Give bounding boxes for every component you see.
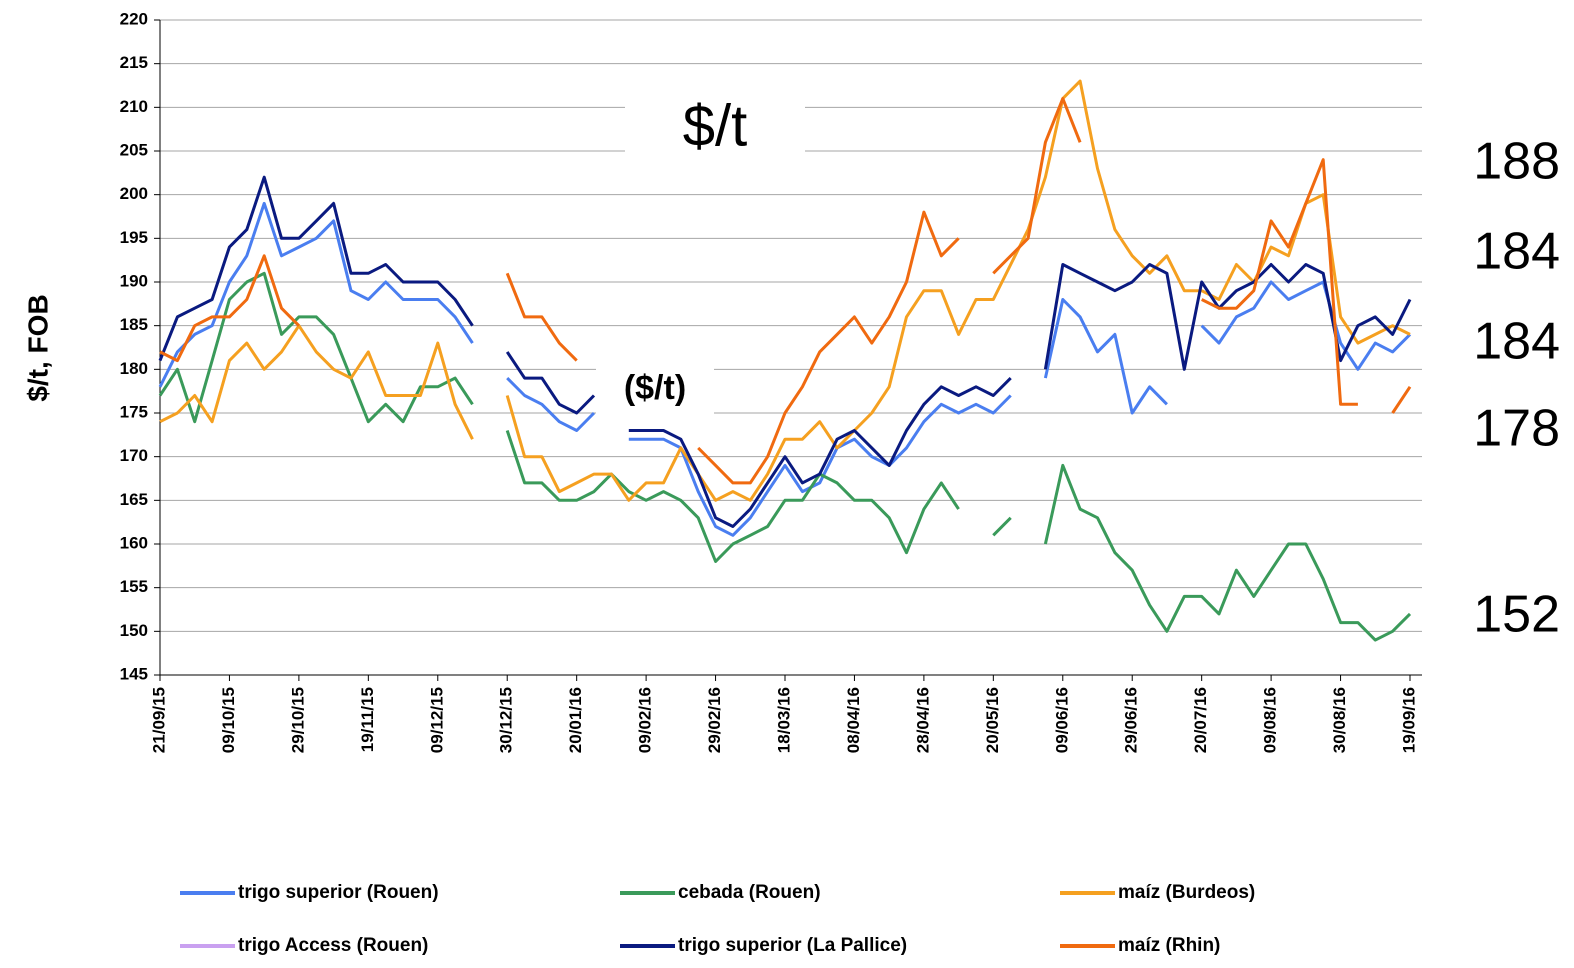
legend-label: trigo superior (Rouen)	[238, 882, 439, 903]
x-tick-label: 09/12/15	[427, 687, 446, 753]
annotation: ($/t)	[624, 369, 686, 407]
x-tick-label: 30/12/15	[497, 687, 516, 753]
y-tick-label: 155	[120, 577, 148, 596]
legend-label: cebada (Rouen)	[678, 882, 821, 903]
y-tick-label: 185	[120, 315, 148, 334]
end-label: 188	[1473, 133, 1560, 191]
x-tick-label: 20/05/16	[983, 687, 1002, 753]
y-axis-label: $/t, FOB	[22, 294, 53, 401]
x-tick-label: 29/06/16	[1122, 687, 1141, 753]
legend-label: maíz (Burdeos)	[1118, 882, 1255, 903]
series-line	[158, 175, 1412, 528]
end-label: 178	[1473, 400, 1560, 458]
y-tick-label: 195	[120, 228, 148, 247]
x-tick-label: 21/09/15	[149, 687, 168, 753]
series-line	[158, 271, 1412, 642]
series-line	[158, 201, 1412, 537]
legend-label: trigo superior (La Pallice)	[678, 935, 907, 956]
y-tick-label: 175	[120, 402, 148, 421]
y-tick-label: 160	[120, 533, 148, 552]
x-tick-label: 28/04/16	[913, 687, 932, 753]
end-label: 184	[1473, 313, 1560, 371]
x-tick-label: 20/07/16	[1191, 687, 1210, 753]
annotation: $/t	[683, 93, 748, 158]
x-tick-label: 08/04/16	[844, 687, 863, 753]
y-tick-label: 200	[120, 184, 148, 203]
y-tick-label: 220	[120, 9, 148, 28]
annotation-box	[625, 88, 805, 162]
y-tick-label: 190	[120, 271, 148, 290]
y-tick-label: 180	[120, 359, 148, 378]
y-tick-label: 205	[120, 140, 148, 159]
x-tick-label: 19/11/15	[358, 687, 377, 752]
x-tick-label: 30/08/16	[1330, 687, 1349, 753]
x-tick-label: 29/02/16	[705, 687, 724, 753]
legend-label: trigo Access (Rouen)	[238, 935, 428, 956]
end-label: 152	[1473, 586, 1560, 644]
y-tick-label: 145	[120, 664, 148, 683]
x-tick-label: 09/02/16	[636, 687, 655, 753]
end-label: 184	[1473, 223, 1560, 281]
x-tick-label: 09/08/16	[1261, 687, 1280, 753]
y-tick-label: 165	[120, 490, 148, 509]
series-line	[159, 97, 1412, 485]
annotation-box	[596, 366, 714, 414]
legend-label: maíz (Rhin)	[1118, 935, 1220, 956]
x-tick-label: 20/01/16	[566, 687, 585, 753]
x-tick-label: 29/10/15	[288, 687, 307, 753]
y-tick-label: 210	[120, 97, 148, 116]
y-tick-label: 215	[120, 53, 148, 72]
y-tick-label: 170	[120, 446, 148, 465]
x-tick-label: 09/06/16	[1052, 687, 1071, 753]
x-tick-label: 18/03/16	[774, 687, 793, 753]
x-tick-label: 19/09/16	[1399, 687, 1418, 753]
x-tick-label: 09/10/15	[219, 687, 238, 753]
y-tick-label: 150	[120, 621, 148, 640]
